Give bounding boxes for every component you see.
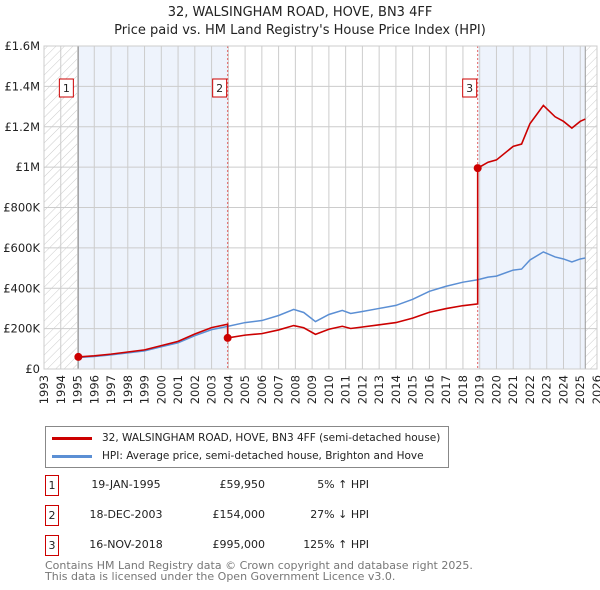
x-tick-label: 2016 <box>422 375 436 404</box>
sale-hpi: 27% ↓ HPI <box>310 508 369 521</box>
x-tick-label: 1998 <box>121 375 135 404</box>
x-tick-label: 2006 <box>255 375 269 404</box>
x-tick-label: 2007 <box>272 375 286 404</box>
subtitle: Price paid vs. HM Land Registry's House … <box>114 23 486 38</box>
y-tick-label: £800K <box>3 201 40 215</box>
x-tick-label: 2011 <box>339 375 353 404</box>
x-tick-label: 1994 <box>54 375 68 404</box>
y-tick-label: £0 <box>25 362 40 376</box>
sale-number: 3 <box>45 535 59 556</box>
legend: 32, WALSINGHAM ROAD, HOVE, BN3 4FF (semi… <box>45 426 449 468</box>
x-tick-label: 2002 <box>188 375 202 404</box>
x-tick-label: 2017 <box>439 375 453 404</box>
x-tick-label: 1999 <box>138 375 152 404</box>
title: 32, WALSINGHAM ROAD, HOVE, BN3 4FF <box>167 5 433 20</box>
sale-label: 3 <box>466 82 473 95</box>
y-tick-label: £1M <box>15 160 40 174</box>
x-tick-label: 2008 <box>288 375 302 404</box>
y-tick-label: £600K <box>3 241 40 255</box>
legend-line-property <box>52 436 92 440</box>
sale-row: 2 18-DEC-2003 £154,000 27% ↓ HPI <box>45 505 445 526</box>
y-tick-label: £1.2M <box>4 120 40 134</box>
x-tick-label: 2018 <box>456 375 470 404</box>
legend-hpi: HPI: Average price, semi-detached house,… <box>52 448 424 464</box>
x-tick-label: 1995 <box>71 375 85 404</box>
hpi-line <box>78 251 586 359</box>
x-tick-label: 2020 <box>489 375 503 404</box>
sale-date: 18-DEC-2003 <box>89 508 163 521</box>
sale-hpi: 125% ↑ HPI <box>303 538 369 551</box>
y-tick-label: £400K <box>3 281 40 295</box>
y-tick-label: £1.6M <box>4 39 40 53</box>
sale-marker <box>223 333 232 342</box>
x-tick-label: 2005 <box>238 375 252 404</box>
sale-hpi: 5% ↑ HPI <box>317 478 369 491</box>
x-tick-label: 2014 <box>389 375 403 404</box>
x-tick-label: 2010 <box>322 375 336 404</box>
footer-line: This data is licensed under the Open Gov… <box>45 570 396 583</box>
sale-number: 2 <box>45 505 59 526</box>
x-tick-label: 2012 <box>355 375 369 404</box>
sale-row: 3 16-NOV-2018 £995,000 125% ↑ HPI <box>45 535 445 556</box>
legend-label: HPI: Average price, semi-detached house,… <box>102 450 424 462</box>
sale-number: 1 <box>45 475 59 496</box>
x-tick-label: 1996 <box>87 375 101 404</box>
x-tick-label: 2000 <box>154 375 168 404</box>
sale-label: 2 <box>216 82 223 95</box>
legend-line-hpi <box>52 454 92 458</box>
sale-label-box <box>462 78 478 98</box>
x-tick-label: 2015 <box>406 375 420 404</box>
x-tick-label: 2023 <box>540 375 554 404</box>
x-tick-label: 2004 <box>221 375 235 404</box>
footer-line: Contains HM Land Registry data © Crown c… <box>45 559 473 572</box>
y-tick-label: £200K <box>3 322 40 336</box>
x-tick-label: 2026 <box>590 375 600 404</box>
x-tick-label: 1997 <box>104 375 118 404</box>
sale-date: 19-JAN-1995 <box>91 478 161 491</box>
x-tick-label: 2024 <box>556 375 570 404</box>
x-tick-label: 2003 <box>205 375 219 404</box>
x-tick-label: 2022 <box>523 375 537 404</box>
legend-label: 32, WALSINGHAM ROAD, HOVE, BN3 4FF (semi… <box>102 432 441 444</box>
footer: Contains HM Land Registry data © Crown c… <box>45 560 473 582</box>
x-tick-label: 2019 <box>473 375 487 404</box>
plot-frame <box>43 45 598 370</box>
sale-price: £154,000 <box>212 508 266 521</box>
price-chart: 1993 1994 1995 1996 1997 1998 1999 2000 2001 2002… <box>3 39 600 404</box>
sale-price: £59,950 <box>219 478 266 491</box>
x-tick-label: 2013 <box>372 375 386 404</box>
sale-label: 1 <box>63 82 70 95</box>
sale-label-box <box>58 78 74 98</box>
sale-row: 1 19-JAN-1995 £59,950 5% ↑ HPI <box>45 475 445 496</box>
sale-label-box <box>212 78 228 98</box>
x-tick-label: 2009 <box>305 375 319 404</box>
legend-property: 32, WALSINGHAM ROAD, HOVE, BN3 4FF (semi… <box>52 430 440 446</box>
x-tick-label: 1993 <box>37 375 51 404</box>
sale-price: £995,000 <box>212 538 266 551</box>
sale-marker <box>74 352 83 361</box>
chart-title: 32, WALSINGHAM ROAD, HOVE, BN3 4FF Price … <box>0 4 600 40</box>
x-tick-label: 2025 <box>573 375 587 404</box>
x-tick-label: 2001 <box>171 375 185 404</box>
sale-date: 16-NOV-2018 <box>89 538 163 551</box>
property-line <box>78 104 586 358</box>
y-tick-label: £1.4M <box>4 79 40 93</box>
sale-marker <box>473 164 482 173</box>
x-tick-label: 2021 <box>506 375 520 404</box>
